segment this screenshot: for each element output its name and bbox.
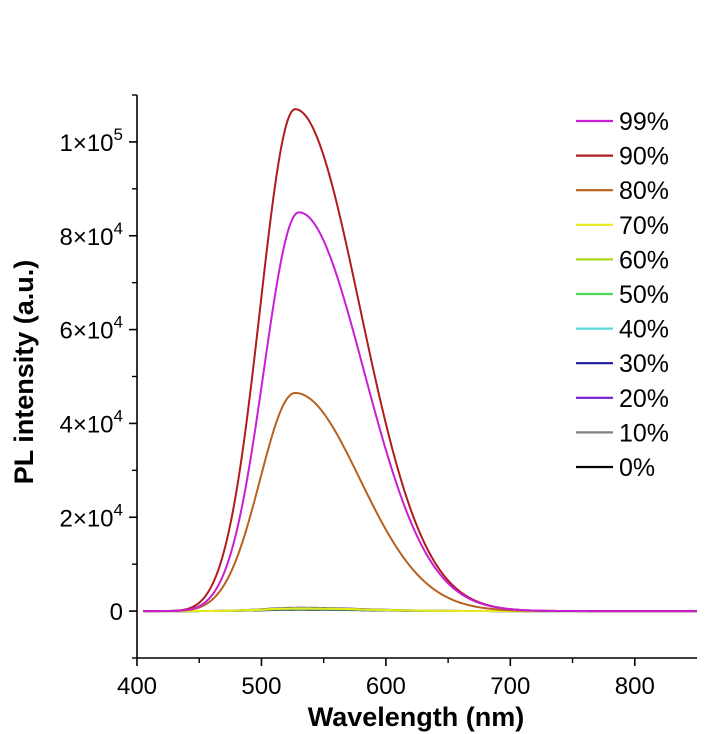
y-tick-label: 2×104 [59,500,123,532]
y-tick-label: 8×104 [59,219,123,251]
legend-label: 99% [619,108,669,136]
x-tick-label: 700 [490,673,530,700]
series-line-80pct [143,391,697,613]
legend-label: 0% [619,454,655,482]
axes: 400 500 600 700 800 0 2×104 4×104 6×104 8×104 1×10… [59,94,697,700]
y-tick-label: 1×105 [59,125,123,157]
legend-label: 90% [619,143,669,171]
y-tick-label: 4×104 [59,406,123,438]
legend-label: 80% [619,177,669,205]
legend-label: 10% [619,419,669,447]
legend-label: 70% [619,212,669,240]
y-tick-label: 0 [110,599,123,626]
legend-label: 20% [619,385,669,413]
legend-label: 50% [619,281,669,309]
legend-label: 60% [619,246,669,274]
legend-label: 30% [619,350,669,378]
x-tick-label: 500 [241,673,281,700]
legend-label: 40% [619,316,669,344]
x-tick-label: 800 [615,673,655,700]
legend: 99% 90% 80% 70% 60% 50% 40% 30% 20% 10% 0% [576,108,669,482]
series-line-99pct [143,211,697,613]
series-line-90pct [143,108,697,613]
x-axis-title: Wavelength (nm) [308,702,525,732]
series-lines [143,108,697,613]
y-tick-label: 6×104 [59,313,123,345]
y-axis-title: PL intensity (a.u.) [9,260,39,485]
x-tick-label: 400 [117,673,157,700]
x-tick-label: 600 [366,673,406,700]
